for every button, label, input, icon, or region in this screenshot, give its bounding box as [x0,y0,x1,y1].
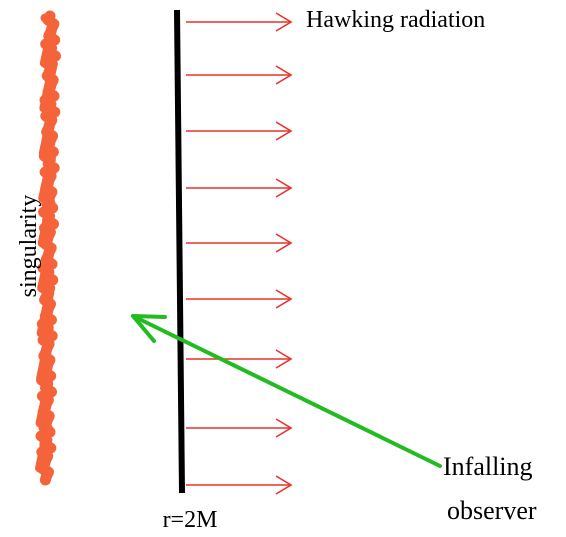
horizon-line [174,9,185,494]
infalling-observer-arrow [131,314,442,468]
radiation-arrow [186,349,293,369]
hawking-radiation-arrows [186,12,293,495]
radiation-arrow-head [275,418,293,438]
observer-label-line2: observer [447,496,537,525]
radiation-arrow [186,12,293,32]
radiation-arrow-head [275,349,293,369]
radiation-arrow-head [275,121,293,141]
horizon-label: r=2M [163,507,218,533]
hawking-radiation-label: Hawking radiation [306,7,485,33]
radiation-arrow [186,418,293,438]
observer-arrow-head [131,314,167,343]
radiation-arrow [186,65,293,85]
radiation-arrow [186,233,293,253]
radiation-arrow-head [275,12,293,32]
radiation-arrow [186,475,293,495]
radiation-arrow-head [275,233,293,253]
singularity-label: singularity [16,195,42,298]
radiation-arrow [186,178,293,198]
radiation-arrow-head [275,178,293,198]
radiation-arrow [186,289,293,309]
radiation-arrow-head [275,289,293,309]
observer-label-line1: Infalling [443,452,533,481]
radiation-arrow [186,121,293,141]
singularity-band-texture [35,13,58,483]
radiation-arrow-head [275,475,293,495]
radiation-arrow-head [275,65,293,85]
observer-arrow-shaft [131,314,442,468]
